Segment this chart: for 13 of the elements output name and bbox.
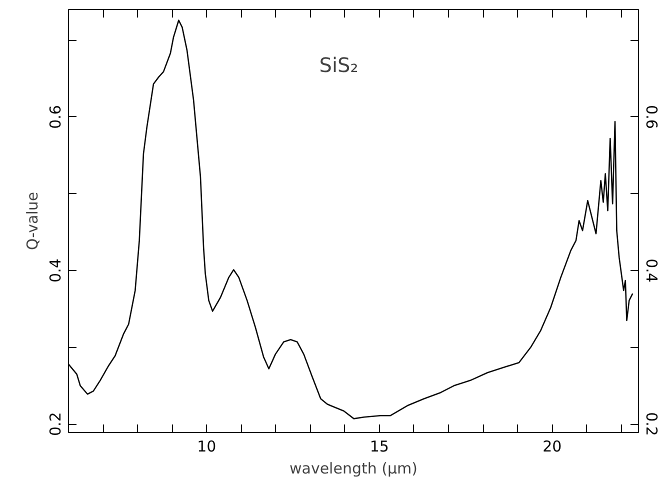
x-tick-label: 10	[197, 438, 216, 456]
x-tick-label: 15	[370, 438, 389, 456]
y2-tick-label: 0.4	[642, 258, 660, 282]
annotation: SiS₂	[319, 53, 358, 78]
y-tick-label: 0.6	[46, 105, 64, 129]
y2-tick-label: 0.2	[642, 412, 660, 436]
y-tick-label: 0.4	[46, 258, 64, 282]
x-tick-label: 20	[542, 438, 562, 456]
y-tick-label: 0.2	[46, 412, 64, 436]
y2-tick-label: 0.6	[642, 105, 660, 129]
line-series	[68, 20, 634, 420]
x-axis-title: wavelength (μm)	[289, 460, 418, 478]
y-axis-title: Q-value	[24, 192, 42, 250]
